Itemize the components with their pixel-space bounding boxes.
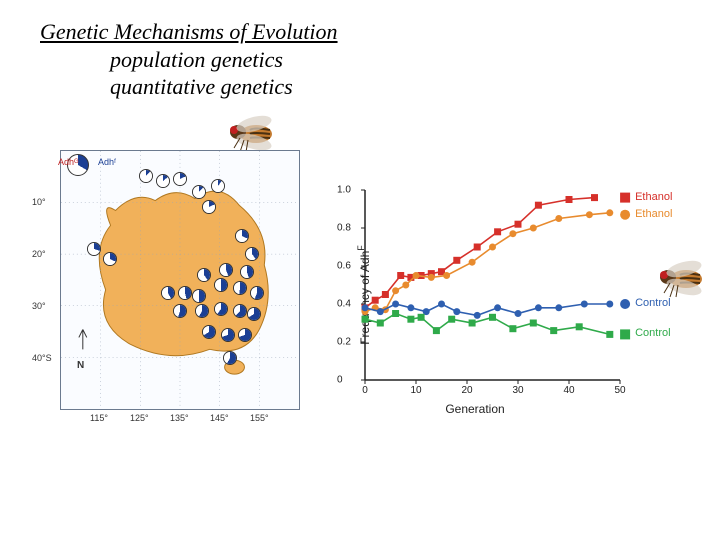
allele-pie xyxy=(197,268,211,282)
map-lat-label: 20° xyxy=(32,249,46,259)
allele-pie xyxy=(240,265,254,279)
ytick-label: 0.2 xyxy=(337,337,351,348)
allele-pie xyxy=(87,242,101,256)
allele-pie xyxy=(250,286,264,300)
title-sub1: population genetics xyxy=(110,46,338,74)
allele-pie xyxy=(211,179,225,193)
xtick-label: 40 xyxy=(563,385,574,396)
allele-pie xyxy=(192,289,206,303)
allele-pie xyxy=(233,304,247,318)
allele-pie xyxy=(214,278,228,292)
map-lat-label: 30° xyxy=(32,301,46,311)
chart-panel: Frequency of AdhF Generation 00.20.40.60… xyxy=(320,180,630,410)
map-lon-label: 115° xyxy=(90,413,108,423)
title-main: Genetic Mechanisms of Evolution xyxy=(40,18,338,46)
allele-pie xyxy=(173,304,187,318)
chart-xlabel: Generation xyxy=(445,402,504,416)
allele-pie xyxy=(173,172,187,186)
series-label-control-cir: Control xyxy=(635,297,670,309)
allele-pie xyxy=(161,286,175,300)
xtick-label: 10 xyxy=(410,385,421,396)
ytick-label: 0.4 xyxy=(337,299,351,310)
allele-pie xyxy=(235,229,249,243)
allele-pie xyxy=(219,263,233,277)
allele-pie xyxy=(139,169,153,183)
xtick-label: 30 xyxy=(512,385,523,396)
map-panel xyxy=(60,150,300,410)
series-label-ethanol-cir: Ethanol xyxy=(635,208,672,220)
allele-pie xyxy=(178,286,192,300)
allele-pie xyxy=(238,328,252,342)
allele-pie xyxy=(223,351,237,365)
allele-pie xyxy=(195,304,209,318)
adh-s-label: Adhᴳ xyxy=(58,157,78,167)
map-lon-label: 145° xyxy=(210,413,229,423)
ytick-label: 0.6 xyxy=(337,261,351,272)
allele-pie xyxy=(221,328,235,342)
map-legend: Adhᴳ Adhᶠ xyxy=(62,154,112,176)
allele-pie xyxy=(247,307,261,321)
adh-f-label: Adhᶠ xyxy=(98,157,116,167)
map-lon-label: 125° xyxy=(130,413,149,423)
map-lat-label: 10° xyxy=(32,197,46,207)
allele-pie xyxy=(202,200,216,214)
series-label-ethanol-sq: Ethanol xyxy=(635,191,672,203)
fly-icon-right xyxy=(640,255,710,300)
allele-pie xyxy=(103,252,117,266)
fly-icon-top xyxy=(210,110,280,155)
allele-pie xyxy=(233,281,247,295)
ytick-label: 0.8 xyxy=(337,223,351,234)
map-lon-label: 155° xyxy=(250,413,269,423)
allele-pie xyxy=(245,247,259,261)
legend-pie-icon: Adhᴳ Adhᶠ xyxy=(67,154,89,176)
allele-pie xyxy=(202,325,216,339)
map-lat-label: 40°S xyxy=(32,353,52,363)
xtick-label: 50 xyxy=(614,385,625,396)
allele-pie xyxy=(156,174,170,188)
title-sub2: quantitative genetics xyxy=(110,73,338,101)
xtick-label: 0 xyxy=(362,385,368,396)
allele-pie xyxy=(214,302,228,316)
plot-area: 00.20.40.60.81.001020304050EthanolEthano… xyxy=(365,190,620,380)
xtick-label: 20 xyxy=(461,385,472,396)
australia-outline xyxy=(61,151,299,409)
map-lon-label: 135° xyxy=(170,413,189,423)
north-label: N xyxy=(77,360,84,371)
title-block: Genetic Mechanisms of Evolution populati… xyxy=(40,18,338,101)
allele-pie xyxy=(192,185,206,199)
ytick-label: 1.0 xyxy=(337,185,351,196)
ytick-label: 0 xyxy=(337,375,343,386)
series-label-control-sq: Control xyxy=(635,327,670,339)
